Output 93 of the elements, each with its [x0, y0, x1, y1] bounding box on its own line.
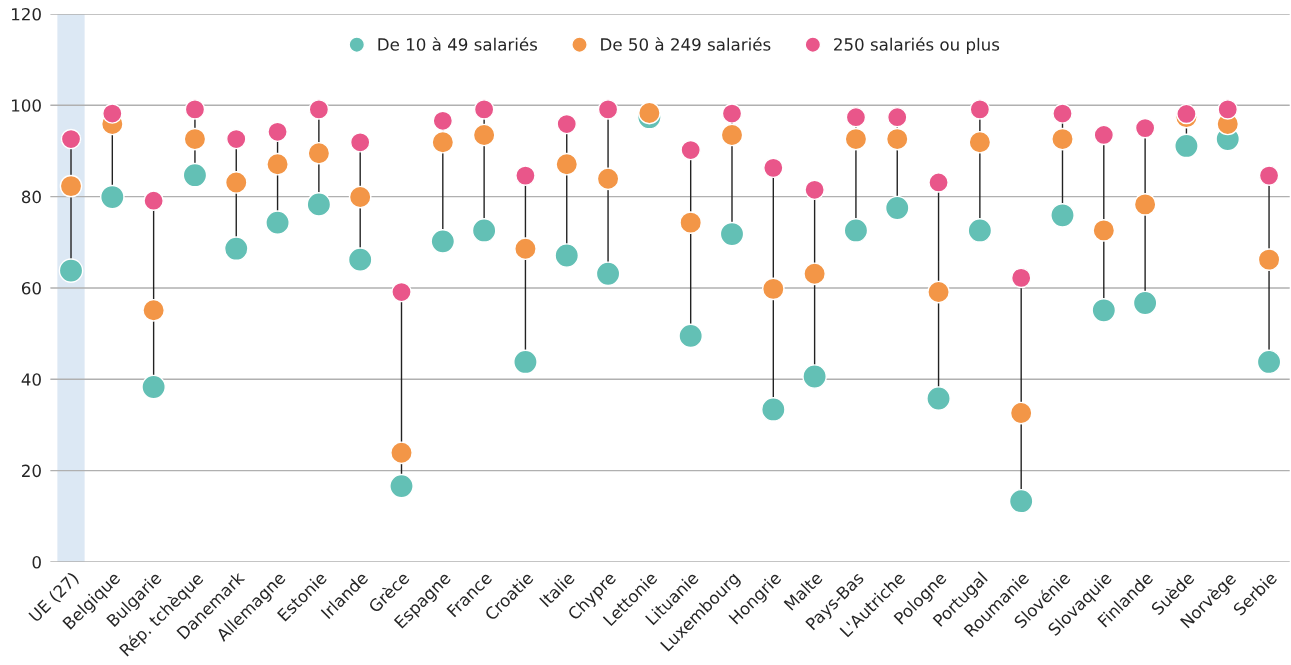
point: [845, 106, 867, 128]
point: [555, 152, 579, 176]
point: [100, 184, 125, 210]
point: [638, 101, 661, 125]
y-tick-label: 40: [21, 373, 41, 386]
point: [430, 229, 456, 254]
point: [143, 190, 164, 211]
legend-label: 250 salariés ou plus: [834, 37, 1000, 54]
point: [884, 195, 910, 221]
point: [761, 277, 785, 301]
point: [514, 237, 537, 261]
point: [349, 132, 371, 153]
point: [886, 106, 908, 128]
point: [184, 99, 206, 120]
point: [347, 247, 373, 272]
point: [183, 127, 207, 151]
point: [595, 261, 621, 287]
point: [968, 130, 992, 154]
point: [1050, 203, 1075, 228]
point: [266, 152, 289, 176]
point: [885, 127, 909, 151]
point: [142, 298, 165, 322]
point: [928, 172, 949, 193]
point: [59, 174, 83, 198]
y-tick-label: 0: [32, 555, 41, 569]
point: [1174, 133, 1199, 159]
point: [803, 262, 826, 286]
point: [472, 123, 496, 147]
point: [680, 139, 701, 161]
point: [1093, 124, 1115, 146]
point: [1258, 165, 1280, 186]
point: [513, 349, 538, 375]
point: [432, 110, 454, 132]
point: [348, 185, 372, 209]
point: [802, 364, 827, 389]
point: [102, 103, 123, 124]
point: [554, 243, 580, 268]
point: [224, 171, 248, 194]
point: [843, 218, 869, 243]
legend-label: De 50 à 249 salariés: [601, 37, 771, 51]
point: [1132, 290, 1158, 316]
point: [223, 236, 249, 261]
y-tick-label: 60: [21, 281, 41, 295]
point: [306, 192, 332, 217]
point: [804, 179, 825, 201]
point: [927, 280, 950, 304]
point: [760, 397, 786, 422]
point: [1009, 401, 1033, 425]
point: [678, 323, 703, 349]
point: [225, 128, 247, 150]
point: [967, 218, 993, 243]
point: [1051, 127, 1074, 151]
point: [719, 221, 745, 247]
point: [1133, 193, 1157, 216]
point: [308, 99, 330, 120]
point: [679, 211, 703, 234]
y-tick-label: 80: [21, 190, 41, 204]
point: [721, 103, 743, 124]
point: [596, 167, 620, 191]
point: [926, 386, 951, 411]
point: [267, 121, 288, 143]
point: [141, 374, 166, 400]
point: [471, 218, 497, 243]
point: [844, 127, 868, 151]
point: [1091, 298, 1117, 323]
point: [720, 123, 744, 147]
point: [1217, 99, 1239, 120]
point: [1010, 267, 1032, 289]
point: [969, 99, 991, 120]
point: [1008, 488, 1034, 514]
point: [556, 113, 578, 135]
point: [265, 210, 290, 235]
point: [763, 157, 784, 179]
point: [391, 281, 412, 303]
point: [389, 473, 414, 499]
point: [307, 141, 331, 165]
point: [60, 128, 82, 150]
point: [1134, 117, 1156, 139]
point: [597, 99, 619, 120]
point: [58, 258, 84, 283]
point: [1256, 349, 1282, 375]
point: [1052, 103, 1073, 124]
legend-label: De 10 à 49 salariés: [378, 37, 538, 51]
point: [515, 165, 536, 186]
point: [1092, 219, 1116, 242]
point: [1257, 248, 1281, 271]
y-tick-label: 100: [12, 99, 41, 112]
y-tick-label: 20: [22, 464, 41, 478]
point: [390, 441, 413, 465]
point: [431, 130, 455, 154]
point: [182, 162, 208, 188]
y-tick-label: 120: [12, 7, 41, 21]
point: [473, 99, 495, 120]
